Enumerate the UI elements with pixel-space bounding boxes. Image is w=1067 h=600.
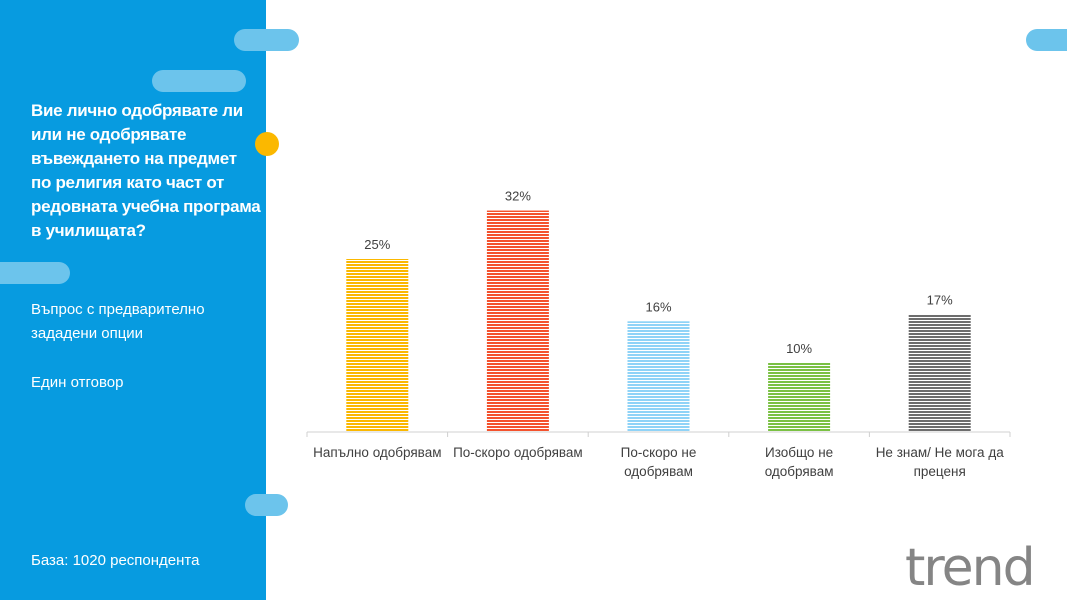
- decor-pill: [0, 262, 70, 284]
- question-type: Въпрос с предварително зададени опции: [31, 301, 205, 342]
- sidebar: [0, 0, 266, 600]
- category-label: Не знам/ Не мога да: [876, 445, 1005, 460]
- category-label: По-скоро не: [621, 445, 697, 460]
- bar: [768, 362, 831, 432]
- trend-logo: trend: [905, 538, 1036, 598]
- category-label: одобрявам: [765, 464, 834, 479]
- bar: [346, 259, 409, 432]
- category-label: преценя: [914, 464, 966, 479]
- bar: [486, 210, 549, 432]
- category-label: По-скоро одобрявам: [453, 445, 583, 460]
- decor-pill: [1026, 29, 1067, 51]
- bar: [627, 321, 690, 432]
- base-note: База: 1020 респондента: [31, 552, 200, 569]
- answer-type: Един отговор: [31, 374, 124, 391]
- decor-pill: [245, 494, 288, 516]
- data-label: 32%: [505, 189, 531, 204]
- decor-pill: [152, 70, 246, 92]
- data-label: 10%: [786, 341, 812, 356]
- bar: [908, 314, 971, 432]
- category-label: Напълно одобрявам: [313, 445, 441, 460]
- category-label: одобрявам: [624, 464, 693, 479]
- question-title: Вие лично одобрявате ли или не одобряват…: [31, 101, 261, 240]
- data-label: 17%: [927, 292, 953, 307]
- data-label: 25%: [364, 237, 390, 252]
- decor-dot: [255, 132, 279, 156]
- decor-pill: [234, 29, 299, 51]
- category-label: Изобщо не: [765, 445, 833, 460]
- data-label: 16%: [645, 299, 671, 314]
